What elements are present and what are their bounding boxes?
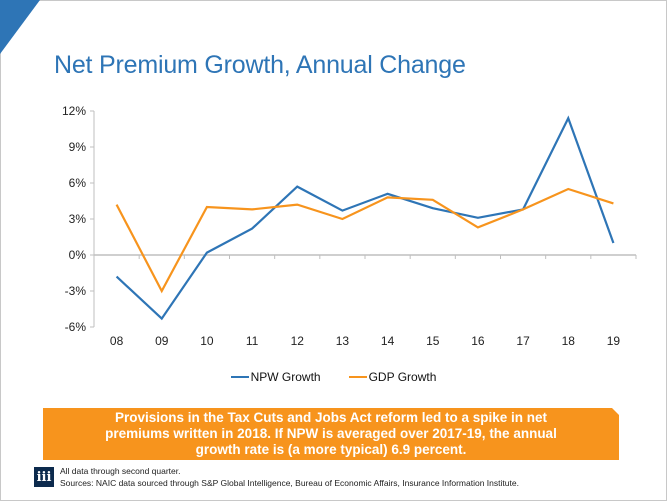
y-tick-label: -6%: [65, 320, 87, 334]
series-line-npw: [115, 115, 615, 321]
y-tick-label: 9%: [69, 140, 87, 154]
y-tick-label: 6%: [69, 176, 87, 190]
chart-axes: 12% 9% 6% 3% 0% -3% -6% 08 09 10 11 12 13 14 15 16 17 18 1…: [62, 104, 637, 348]
x-tick-label: 17: [516, 334, 530, 348]
line-chart: 12% 9% 6% 3% 0% -3% -6% 08 09 10 11 12 13 14 15 16 17 18 1…: [62, 104, 637, 348]
chart-legend: NPW Growth GDP Growth: [0, 370, 667, 384]
x-tick-label: 18: [562, 334, 576, 348]
x-tick-label: 14: [381, 334, 395, 348]
corner-accent: [0, 0, 40, 54]
legend-swatch-gdp: [348, 376, 367, 378]
x-tick-label: 12: [291, 334, 305, 348]
slide-title: Net Premium Growth, Annual Change: [54, 51, 466, 79]
x-tick-label: 13: [336, 334, 350, 348]
chart-series: [115, 115, 615, 321]
y-tick-label: 0%: [69, 248, 87, 262]
legend-swatch-npw: [230, 376, 249, 378]
callout-text: Provisions in the Tax Cuts and Jobs Act …: [105, 410, 557, 457]
callout-box: Provisions in the Tax Cuts and Jobs Act …: [43, 408, 619, 460]
legend-item-npw: NPW Growth: [230, 370, 321, 384]
x-tick-label: 10: [200, 334, 214, 348]
footnotes: All data through second quarter. Sources…: [60, 465, 519, 489]
legend-label-gdp: GDP Growth: [368, 370, 437, 384]
iii-logo: iii: [34, 467, 54, 487]
y-tick-label: -3%: [65, 284, 87, 298]
x-tick-label: 15: [426, 334, 440, 348]
x-tick-label: 19: [607, 334, 621, 348]
y-tick-label: 12%: [62, 104, 86, 118]
footnote-data-period: All data through second quarter.: [60, 466, 181, 476]
series-line-gdp: [115, 187, 614, 294]
x-tick-label: 09: [155, 334, 169, 348]
footnote-sources: Sources: NAIC data sourced through S&P G…: [60, 478, 519, 488]
legend-label-npw: NPW Growth: [250, 370, 321, 384]
x-tick-label: 11: [246, 334, 259, 348]
legend-item-gdp: GDP Growth: [348, 370, 437, 384]
y-tick-label: 3%: [69, 212, 87, 226]
x-tick-label: 08: [110, 334, 124, 348]
x-tick-label: 16: [471, 334, 485, 348]
